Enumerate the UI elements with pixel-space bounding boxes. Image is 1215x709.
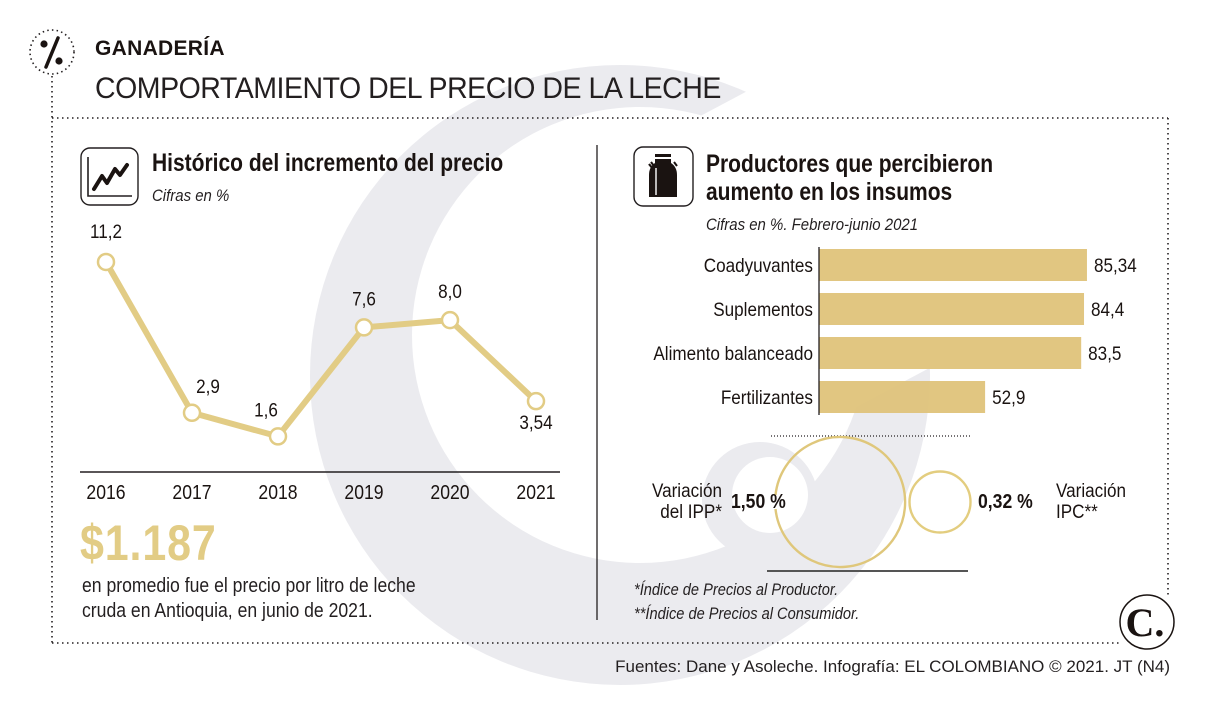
ipc-label-line2: IPC** xyxy=(1056,502,1098,523)
bar-value-label: 85,34 xyxy=(1094,255,1137,276)
bar-value-label: 83,5 xyxy=(1088,343,1121,364)
line-chart: 11,2 2016 2,9 2017 1,6 2018 7,6 2019 8,0 2020 3,54… xyxy=(80,221,560,503)
ipp-value: 1,50 % xyxy=(731,491,786,513)
x-tick-label: 2019 xyxy=(344,481,383,503)
bar xyxy=(819,249,1087,281)
footnote-ipp: *Índice de Precios al Productor. xyxy=(634,580,839,599)
data-point xyxy=(182,403,202,423)
series-line xyxy=(103,260,539,440)
data-point xyxy=(96,252,116,272)
data-label: 8,0 xyxy=(438,281,462,302)
ipc-circle xyxy=(908,470,972,534)
data-label: 1,6 xyxy=(254,400,278,421)
line-chart-title: Histórico del incremento del precio xyxy=(152,149,504,177)
x-tick-label: 2018 xyxy=(258,481,297,503)
footnote-ipc: **Índice de Precios al Consumidor. xyxy=(634,604,860,623)
x-tick-label: 2017 xyxy=(172,481,211,503)
bar-chart-title-line1: Productores que percibieron xyxy=(706,150,994,178)
bar xyxy=(819,381,986,413)
x-tick-label: 2021 xyxy=(516,481,555,503)
data-label: 3,54 xyxy=(519,412,552,433)
section-kicker: GANADERÍA xyxy=(95,37,225,60)
bar-chart: Coadyuvantes 85,34 Suplementos 84,4 Alimento… xyxy=(653,247,1137,415)
ipp-circle xyxy=(774,435,907,569)
percent-icon-ring xyxy=(29,29,75,75)
bar-category-label: Coadyuvantes xyxy=(704,255,813,276)
price-description: en promedio fue el precio por litro de l… xyxy=(82,574,416,624)
price-description-line2: cruda en Antioquia, en junio de 2021. xyxy=(82,600,373,622)
data-label: 2,9 xyxy=(196,376,220,397)
data-point xyxy=(526,391,546,411)
el-colombiano-logo: C. xyxy=(1119,594,1175,650)
logo-letter: C. xyxy=(1126,600,1165,645)
ipc-label: Variación IPC** xyxy=(1056,481,1126,523)
ipc-value: 0,32 % xyxy=(978,491,1033,513)
ipp-label-line1: Variación xyxy=(651,481,722,502)
ipp-label-line2: del IPP* xyxy=(660,502,722,523)
price-description-line1: en promedio fue el precio por litro de l… xyxy=(82,575,416,597)
bar-chart-subtitle: Cifras en %. Febrero-junio 2021 xyxy=(706,215,919,234)
x-tick-label: 2016 xyxy=(86,481,125,503)
price-highlight: $1.187 xyxy=(80,515,217,571)
ipc-label-line1: Variación xyxy=(1056,481,1127,502)
bar-value-label: 84,4 xyxy=(1091,299,1124,320)
percent-icon xyxy=(40,36,63,69)
data-label: 7,6 xyxy=(352,289,376,310)
bar-category-label: Alimento balanceado xyxy=(653,343,813,364)
ipp-label: Variación del IPP* xyxy=(641,481,722,523)
line-chart-subtitle: Cifras en % xyxy=(152,186,230,205)
data-point xyxy=(354,318,374,337)
data-point xyxy=(440,310,460,330)
bar-value-label: 52,9 xyxy=(992,387,1025,408)
bar xyxy=(819,337,1082,369)
data-label: 11,2 xyxy=(90,221,122,242)
x-tick-label: 2020 xyxy=(430,481,469,503)
bar-category-label: Suplementos xyxy=(713,299,813,320)
page-title: COMPORTAMIENTO DEL PRECIO DE LA LECHE xyxy=(95,72,721,105)
credits: Fuentes: Dane y Asoleche. Infografía: EL… xyxy=(615,657,1170,676)
data-point xyxy=(268,427,288,446)
milk-can-icon xyxy=(633,146,694,207)
bar xyxy=(819,293,1085,325)
bar-chart-title-line2: aumento en los insumos xyxy=(706,178,953,206)
line-chart-icon xyxy=(80,147,139,206)
bar-category-label: Fertilizantes xyxy=(721,387,813,408)
